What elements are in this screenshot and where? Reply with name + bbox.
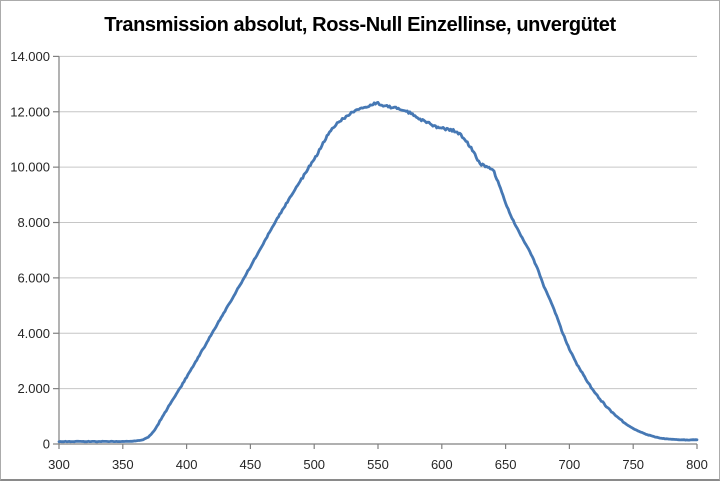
y-tick-label: 10.000	[10, 160, 50, 175]
x-tick-label: 450	[240, 457, 262, 472]
x-tick-label: 300	[48, 457, 70, 472]
x-tick-label: 400	[176, 457, 198, 472]
y-tick-label: 14.000	[10, 49, 50, 64]
x-tick-label: 800	[686, 457, 708, 472]
x-tick-label: 750	[622, 457, 644, 472]
x-tick-label: 700	[559, 457, 581, 472]
y-tick-label: 2.000	[17, 381, 50, 396]
x-tick-label: 650	[495, 457, 517, 472]
x-tick-label: 500	[303, 457, 325, 472]
chart-title: Transmission absolut, Ross-Null Einzelli…	[104, 14, 616, 36]
y-tick-label: 8.000	[17, 215, 50, 230]
x-tick-label: 600	[431, 457, 453, 472]
x-tick-label: 550	[367, 457, 389, 472]
y-tick-label: 6.000	[17, 270, 50, 285]
series-line-transmission	[57, 101, 699, 444]
y-tick-label: 4.000	[17, 326, 50, 341]
x-tick-label: 350	[112, 457, 134, 472]
y-tick-label: 0	[43, 437, 50, 452]
y-tick-label: 12.000	[10, 104, 50, 119]
